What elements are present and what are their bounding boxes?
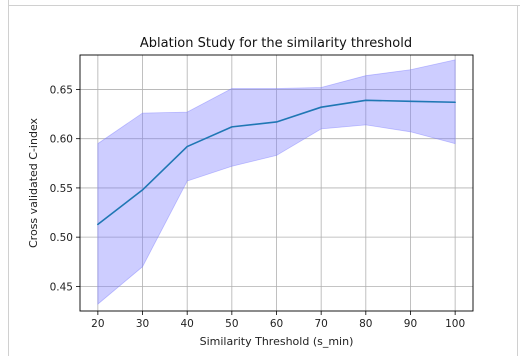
confidence-band (97, 59, 456, 305)
x-axis-label: Similarity Threshold (s_min) (200, 335, 354, 348)
y-tick-label: 0.55 (50, 183, 73, 195)
x-tick-label: 60 (270, 318, 283, 330)
confidence-band-layer (97, 59, 456, 305)
grid-lines (80, 55, 473, 311)
y-tick-label: 0.60 (50, 134, 73, 146)
x-tick-label: 90 (404, 318, 417, 330)
y-tick-label: 0.45 (50, 281, 73, 293)
x-tick-label: 80 (359, 318, 372, 330)
x-tick-label: 40 (180, 318, 193, 330)
x-tick-label: 20 (91, 318, 104, 330)
x-tick-label: 70 (314, 318, 327, 330)
x-tick-label: 30 (136, 318, 149, 330)
figure-border-top (8, 5, 520, 6)
figure-border-left (8, 0, 9, 356)
x-axis-ticks: 20 30 40 50 60 70 80 90 100 (91, 311, 465, 330)
y-axis-ticks: 0.45 0.50 0.55 0.60 0.65 (50, 84, 80, 293)
y-tick-label: 0.65 (50, 84, 73, 96)
x-tick-label: 100 (445, 318, 465, 330)
figure-border-right (517, 5, 518, 356)
x-tick-label: 50 (225, 318, 238, 330)
y-axis-label: Cross validated C-index (27, 117, 40, 248)
chart-title: Ablation Study for the similarity thresh… (140, 36, 412, 51)
series-line-layer (97, 99, 456, 226)
y-tick-label: 0.50 (50, 232, 73, 244)
